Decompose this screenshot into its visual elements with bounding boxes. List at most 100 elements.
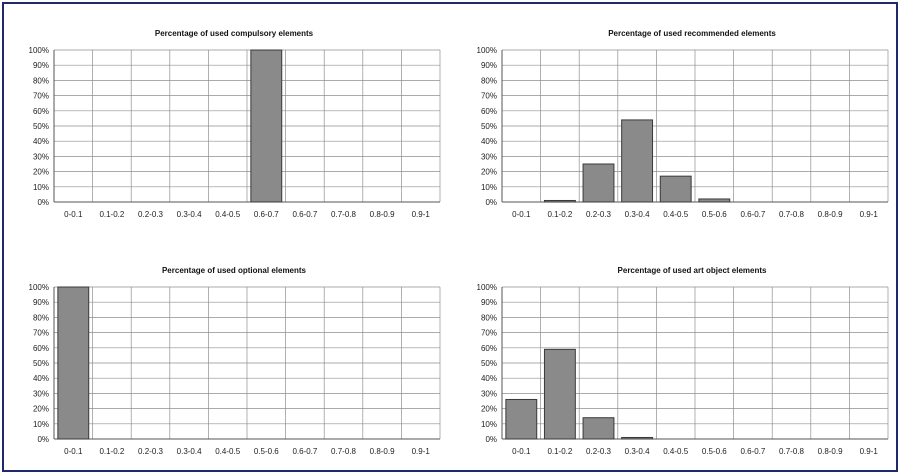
plot-area: 0% 10% 20% 30% 40% 50% 60% 70% 80% 90% 100% 0-0.1 0.…	[477, 283, 889, 456]
y-tick-label: 30%	[33, 389, 49, 398]
y-tick-label: 0%	[485, 435, 497, 444]
x-tick-label: 0.1-0.2	[547, 210, 572, 219]
x-tick-label: 0.4-0.5	[663, 447, 688, 456]
y-tick-label: 60%	[33, 344, 49, 353]
y-tick-label: 40%	[481, 374, 497, 383]
y-tick-label: 80%	[33, 76, 49, 85]
x-tick-label: 0-0.1	[64, 210, 83, 219]
chart-compulsory: Percentage of used compulsory elements 0…	[29, 29, 441, 219]
y-tick-label: 60%	[481, 344, 497, 353]
y-tick-label: 20%	[481, 168, 497, 177]
y-tick-label: 40%	[33, 137, 49, 146]
bar	[57, 286, 90, 440]
chart-art-object: Percentage of used art object elements 0…	[477, 266, 889, 456]
bar	[543, 348, 576, 440]
y-tick-label: 20%	[33, 168, 49, 177]
bar	[250, 49, 283, 203]
y-tick-label: 40%	[33, 374, 49, 383]
x-tick-label: 0.5-0.6	[702, 447, 727, 456]
bar	[543, 199, 576, 203]
x-tick-label: 0.4-0.5	[215, 210, 240, 219]
y-tick-label: 10%	[481, 183, 497, 192]
x-tick-label: 0.1-0.2	[99, 210, 124, 219]
x-tick-label: 0.9-1	[860, 447, 879, 456]
chart-title: Percentage of used optional elements	[162, 266, 307, 275]
y-tick-label: 60%	[33, 107, 49, 116]
bar	[659, 175, 692, 203]
bar	[582, 163, 615, 203]
x-tick-label: 0.7-0.8	[331, 447, 356, 456]
x-tick-label: 0.7-0.8	[779, 210, 804, 219]
x-tick-label: 0.8-0.9	[370, 447, 395, 456]
y-tick-label: 50%	[481, 359, 497, 368]
x-tick-label: 0.6-0.7	[740, 447, 765, 456]
y-tick-label: 30%	[481, 152, 497, 161]
x-tick-label: 0.6-0.7	[292, 447, 317, 456]
x-tick-label: 0.3-0.4	[625, 447, 650, 456]
y-tick-label: 80%	[33, 313, 49, 322]
bar	[698, 198, 731, 203]
x-tick-label: 0.2-0.3	[586, 210, 611, 219]
x-tick-label: 0.9-1	[412, 210, 431, 219]
x-tick-label: 0.7-0.8	[779, 447, 804, 456]
y-tick-label: 40%	[481, 137, 497, 146]
x-tick-label: 0.9-1	[412, 447, 431, 456]
y-tick-label: 20%	[481, 405, 497, 414]
x-tick-label: 0-0.1	[512, 210, 531, 219]
x-tick-label: 0.8-0.9	[818, 210, 843, 219]
y-tick-label: 50%	[33, 359, 49, 368]
bar	[621, 436, 654, 440]
y-tick-label: 10%	[481, 420, 497, 429]
y-tick-label: 50%	[33, 122, 49, 131]
plot-area: 0% 10% 20% 30% 40% 50% 60% 70% 80% 90% 100% 0-0.1 0.…	[29, 46, 441, 219]
x-tick-label: 0.1-0.2	[99, 447, 124, 456]
plot-area: 0% 10% 20% 30% 40% 50% 60% 70% 80% 90% 100% 0-0.1 0.…	[29, 283, 441, 456]
chart-title: Percentage of used art object elements	[618, 266, 767, 275]
y-tick-label: 90%	[33, 298, 49, 307]
y-tick-label: 60%	[481, 107, 497, 116]
x-tick-label: 0.2-0.3	[138, 210, 163, 219]
bar	[582, 417, 615, 440]
x-tick-label: 0.6-0.7	[740, 210, 765, 219]
y-tick-label: 70%	[481, 92, 497, 101]
x-tick-label: 0.2-0.3	[138, 447, 163, 456]
x-tick-label: 0.5-0.6	[254, 447, 279, 456]
y-tick-label: 100%	[29, 46, 49, 55]
x-tick-label: 0.9-1	[860, 210, 879, 219]
x-tick-label: 0.8-0.9	[818, 447, 843, 456]
plot-area: 0% 10% 20% 30% 40% 50% 60% 70% 80% 90% 100% 0-0.1 0.…	[477, 46, 889, 219]
x-tick-label: 0.3-0.4	[177, 210, 202, 219]
y-tick-label: 30%	[33, 152, 49, 161]
x-tick-label: 0.1-0.2	[547, 447, 572, 456]
x-tick-label: 0.6-0.7	[254, 210, 279, 219]
x-tick-label: 0.2-0.3	[586, 447, 611, 456]
bar	[505, 398, 538, 440]
x-tick-label: 0.4-0.5	[663, 210, 688, 219]
bar	[621, 119, 654, 203]
y-tick-label: 80%	[481, 313, 497, 322]
y-tick-label: 90%	[481, 298, 497, 307]
y-tick-label: 30%	[481, 389, 497, 398]
y-tick-label: 80%	[481, 76, 497, 85]
y-tick-label: 90%	[33, 61, 49, 70]
y-tick-label: 10%	[33, 420, 49, 429]
y-tick-label: 0%	[485, 198, 497, 207]
x-tick-label: 0.7-0.8	[331, 210, 356, 219]
y-tick-label: 20%	[33, 405, 49, 414]
y-tick-label: 0%	[37, 435, 49, 444]
y-tick-label: 100%	[29, 283, 49, 292]
x-tick-label: 0.3-0.4	[625, 210, 650, 219]
y-tick-label: 100%	[477, 46, 497, 55]
x-tick-label: 0.5-0.6	[702, 210, 727, 219]
x-tick-label: 0.6-0.7	[292, 210, 317, 219]
chart-title: Percentage of used recommended elements	[608, 29, 776, 38]
x-tick-label: 0.3-0.4	[177, 447, 202, 456]
x-tick-label: 0-0.1	[512, 447, 531, 456]
chart-recommended: Percentage of used recommended elements …	[477, 29, 889, 219]
chart-title: Percentage of used compulsory elements	[155, 29, 314, 38]
y-tick-label: 50%	[481, 122, 497, 131]
y-tick-label: 90%	[481, 61, 497, 70]
y-tick-label: 70%	[481, 329, 497, 338]
chart-optional: Percentage of used optional elements 0% 1…	[29, 266, 441, 456]
